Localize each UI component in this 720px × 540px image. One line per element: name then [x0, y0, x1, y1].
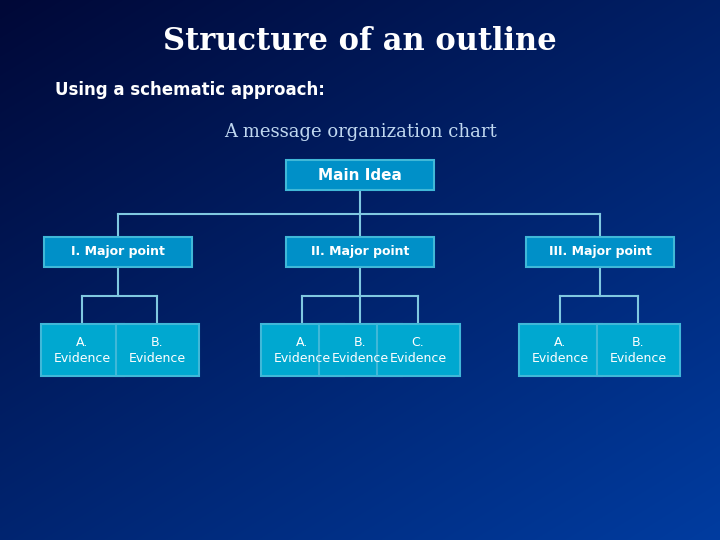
FancyBboxPatch shape	[377, 324, 459, 376]
FancyBboxPatch shape	[596, 324, 680, 376]
Text: A.
Evidence: A. Evidence	[53, 335, 111, 364]
FancyBboxPatch shape	[261, 324, 343, 376]
Text: A.
Evidence: A. Evidence	[274, 335, 330, 364]
Text: B.
Evidence: B. Evidence	[609, 335, 667, 364]
FancyBboxPatch shape	[526, 237, 674, 267]
Text: A message organization chart: A message organization chart	[224, 123, 496, 141]
Text: Using a schematic approach:: Using a schematic approach:	[55, 81, 325, 99]
FancyBboxPatch shape	[286, 237, 434, 267]
FancyBboxPatch shape	[518, 324, 601, 376]
Text: I. Major point: I. Major point	[71, 246, 165, 259]
Text: B.
Evidence: B. Evidence	[331, 335, 389, 364]
Text: A.
Evidence: A. Evidence	[531, 335, 588, 364]
FancyBboxPatch shape	[115, 324, 199, 376]
FancyBboxPatch shape	[318, 324, 402, 376]
Text: II. Major point: II. Major point	[311, 246, 409, 259]
FancyBboxPatch shape	[40, 324, 124, 376]
Text: Structure of an outline: Structure of an outline	[163, 26, 557, 57]
FancyBboxPatch shape	[286, 160, 434, 190]
FancyBboxPatch shape	[44, 237, 192, 267]
Text: Main Idea: Main Idea	[318, 167, 402, 183]
Text: B.
Evidence: B. Evidence	[128, 335, 186, 364]
Text: III. Major point: III. Major point	[549, 246, 652, 259]
Text: C.
Evidence: C. Evidence	[390, 335, 446, 364]
